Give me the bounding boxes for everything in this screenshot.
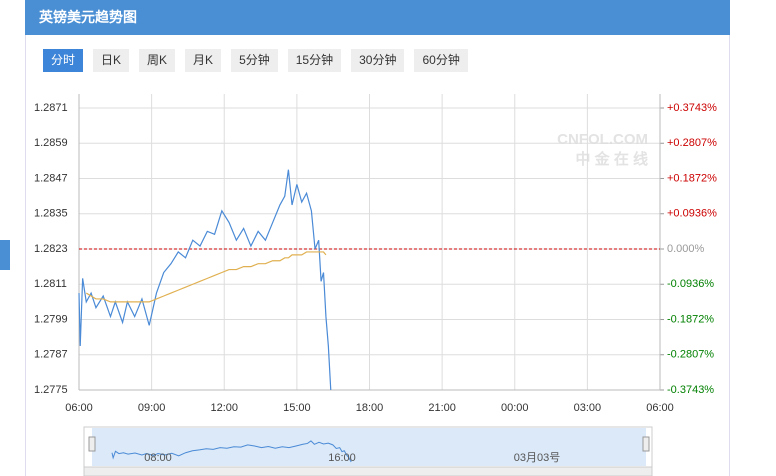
- header-title: 英镑美元趋势图: [25, 0, 730, 35]
- x-tick-label: 18:00: [356, 402, 384, 414]
- watermark: 中 金 在 线: [575, 150, 648, 168]
- x-tick-label: 15:00: [283, 402, 311, 414]
- y2-tick-label: 0.000%: [667, 243, 705, 255]
- y-tick-label: 1.2799: [34, 313, 68, 325]
- watermark: CNFOL.COM: [557, 131, 648, 148]
- tab-bar: 分时 日K 周K 月K 5分钟 15分钟 30分钟 60分钟: [43, 49, 468, 72]
- tab[interactable]: 30分钟: [351, 49, 405, 72]
- navigator-label: 16:00: [328, 452, 356, 464]
- x-tick-label: 03:00: [574, 402, 602, 414]
- tab[interactable]: 分时: [43, 49, 84, 72]
- navigator-label: 03月03号: [514, 451, 560, 464]
- y2-tick-label: -0.1872%: [667, 313, 714, 325]
- y2-tick-label: -0.2807%: [667, 349, 714, 361]
- series-line: [85, 251, 327, 303]
- tab[interactable]: 周K: [139, 49, 176, 72]
- y2-tick-label: +0.1872%: [667, 172, 717, 184]
- navigator-line: [111, 440, 352, 463]
- x-tick-label: 21:00: [428, 402, 456, 414]
- y-tick-label: 1.2811: [34, 278, 67, 290]
- y-tick-label: 1.2775: [34, 384, 68, 396]
- tab[interactable]: 月K: [185, 49, 222, 72]
- y2-tick-label: +0.0936%: [667, 208, 717, 220]
- x-tick-label: 06:00: [646, 402, 674, 414]
- tab[interactable]: 5分钟: [231, 49, 278, 72]
- x-tick-label: 09:00: [138, 402, 166, 414]
- navigator-label: 08:00: [144, 452, 172, 464]
- series-line: [78, 169, 332, 391]
- side-tab[interactable]: [0, 240, 10, 270]
- tab[interactable]: 15分钟: [287, 49, 342, 72]
- x-tick-label: 06:00: [65, 402, 93, 414]
- y-tick-label: 1.2823: [34, 243, 68, 255]
- y-tick-label: 1.2847: [34, 172, 68, 184]
- y2-tick-label: -0.0936%: [667, 278, 714, 290]
- y-tick-label: 1.2859: [34, 137, 68, 149]
- y2-tick-label: -0.3743%: [667, 384, 714, 396]
- x-tick-label: 12:00: [210, 402, 238, 414]
- navigator-range: [92, 428, 646, 466]
- y2-tick-label: +0.3743%: [667, 102, 717, 114]
- y2-tick-label: +0.2807%: [667, 137, 717, 149]
- y-tick-label: 1.2835: [34, 208, 68, 220]
- navigator-handle[interactable]: [88, 436, 96, 452]
- panel: [25, 35, 730, 476]
- navigator-handle[interactable]: [642, 436, 650, 452]
- tab[interactable]: 日K: [93, 49, 130, 72]
- y-tick-label: 1.2871: [34, 102, 68, 114]
- x-tick-label: 00:00: [501, 402, 529, 414]
- scrollbar[interactable]: [83, 466, 653, 476]
- tab[interactable]: 60分钟: [414, 49, 468, 72]
- y-tick-label: 1.2787: [34, 349, 68, 361]
